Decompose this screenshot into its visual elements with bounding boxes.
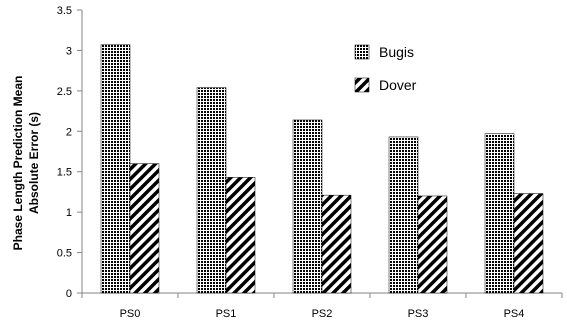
bar-bugis-ps1 (196, 87, 227, 294)
y-tick-label: 3.5 (57, 5, 72, 17)
y-tick-label: 3 (66, 45, 72, 57)
y-tick-label: 0.5 (57, 248, 72, 260)
bar-dover-ps1 (225, 177, 256, 294)
bar-dover-ps2 (321, 194, 352, 294)
axes (77, 9, 563, 298)
x-tick-label: PS4 (504, 308, 525, 320)
legend-swatch-bugis (354, 44, 370, 60)
x-tick-label: PS2 (312, 308, 333, 320)
y-axis-label-line-1: Phase Length Prediction Mean (11, 76, 25, 251)
y-tick-label: 1.5 (57, 167, 72, 179)
x-tick-label: PS3 (408, 308, 429, 320)
bar-dover-ps0 (129, 163, 160, 294)
x-tick-label: PS1 (216, 308, 237, 320)
y-tick-label: 2.5 (57, 86, 72, 98)
bar-bugis-ps4 (484, 133, 515, 294)
tick-labels: 0 0.5 1 1.5 2 2.5 3 3.5 PS0 PS1 PS2 PS3 PS4 (57, 5, 525, 320)
bar-bugis-ps2 (292, 119, 323, 294)
bar-dover-ps4 (513, 193, 544, 294)
bar-dover-ps3 (417, 195, 448, 294)
x-tick-label: PS0 (120, 308, 141, 320)
y-tick-label: 1 (66, 207, 72, 219)
legend: Bugis Dover (354, 44, 417, 93)
y-axis-label-line-2: Absolute Error (s) (27, 112, 41, 214)
legend-label-bugis: Bugis (379, 44, 414, 60)
bar-bugis-ps0 (100, 44, 131, 294)
legend-label-dover: Dover (379, 77, 417, 93)
legend-swatch-dover (354, 77, 370, 93)
bars (100, 44, 544, 294)
bar-bugis-ps3 (388, 136, 419, 294)
y-tick-label: 0 (66, 288, 72, 300)
y-axis-label: Phase Length Prediction Mean Absolute Er… (11, 76, 41, 251)
y-tick-label: 2 (66, 126, 72, 138)
